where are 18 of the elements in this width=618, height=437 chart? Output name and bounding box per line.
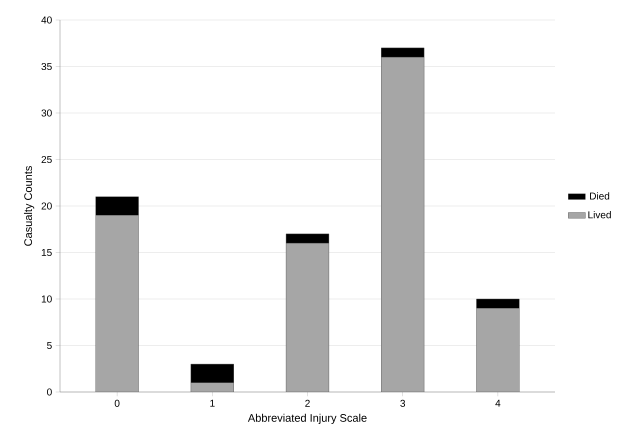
x-tick-label: 1 bbox=[210, 400, 215, 407]
x-axis-title: Abbreviated Injury Scale bbox=[248, 414, 367, 424]
legend-label: Died bbox=[590, 192, 610, 200]
legend-label: Lived bbox=[588, 211, 611, 218]
y-tick-label: 25 bbox=[42, 156, 52, 164]
x-tick-label: 0 bbox=[114, 400, 120, 407]
y-tick-label: 10 bbox=[42, 295, 52, 303]
x-tick-label: 2 bbox=[305, 400, 310, 407]
y-tick-label: 35 bbox=[41, 62, 52, 70]
y-tick-label: 20 bbox=[42, 202, 52, 210]
x-tick-label: 4 bbox=[495, 400, 500, 407]
x-tick-label: 3 bbox=[400, 400, 406, 407]
y-tick-label: 30 bbox=[41, 109, 52, 117]
y-tick-label: 5 bbox=[47, 342, 52, 349]
y-tick-label: 0 bbox=[47, 388, 52, 396]
y-axis-title: Casualty Counts bbox=[24, 166, 34, 246]
y-tick-label: 40 bbox=[41, 16, 52, 24]
y-tick-label: 15 bbox=[42, 249, 52, 256]
